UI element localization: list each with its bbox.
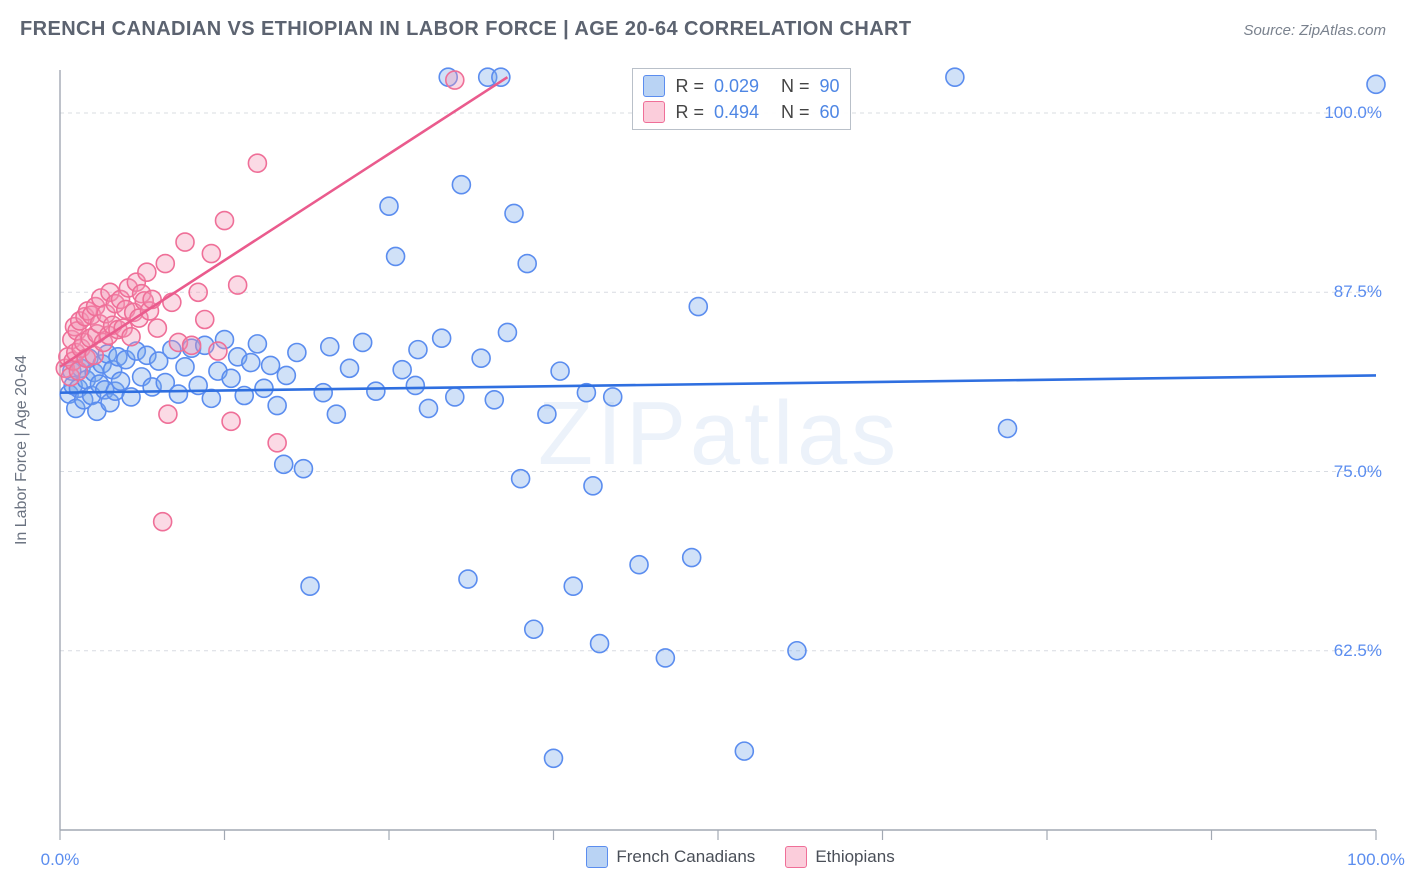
y-tick-label: 100.0% <box>1324 103 1382 123</box>
y-axis-title: In Labor Force | Age 20-64 <box>13 355 31 545</box>
x-tick-label: 100.0% <box>1347 850 1405 870</box>
r-value: 0.494 <box>714 102 759 123</box>
chart-title: FRENCH CANADIAN VS ETHIOPIAN IN LABOR FO… <box>20 18 912 41</box>
legend-item: French Canadians <box>586 846 755 868</box>
n-value: 60 <box>820 102 840 123</box>
y-tick-label: 75.0% <box>1334 462 1382 482</box>
chart-stage: In Labor Force | Age 20-64 ZIPatlas R =0… <box>50 60 1386 840</box>
legend-stats: R = 0.029 N = 90 R = 0.494 N = 60 <box>632 68 850 130</box>
legend-stats-row: R = 0.029 N = 90 <box>643 73 839 99</box>
legend-swatch <box>643 75 665 97</box>
n-value: 90 <box>820 76 840 97</box>
legend-swatch <box>785 846 807 868</box>
legend-series: French Canadians Ethiopians <box>586 846 894 868</box>
legend-swatch <box>586 846 608 868</box>
x-tick-label: 0.0% <box>41 850 80 870</box>
legend-stats-row: R = 0.494 N = 60 <box>643 99 839 125</box>
legend-item: Ethiopians <box>785 846 894 868</box>
r-label: R = <box>675 76 704 97</box>
y-tick-label: 62.5% <box>1334 641 1382 661</box>
y-tick-label: 87.5% <box>1334 282 1382 302</box>
scatter-plot <box>50 60 1386 840</box>
n-label: N = <box>781 76 810 97</box>
r-label: R = <box>675 102 704 123</box>
n-label: N = <box>781 102 810 123</box>
legend-swatch <box>643 101 665 123</box>
legend-label: Ethiopians <box>815 847 894 867</box>
r-value: 0.029 <box>714 76 759 97</box>
source-attribution: Source: ZipAtlas.com <box>1243 22 1386 39</box>
legend-label: French Canadians <box>616 847 755 867</box>
